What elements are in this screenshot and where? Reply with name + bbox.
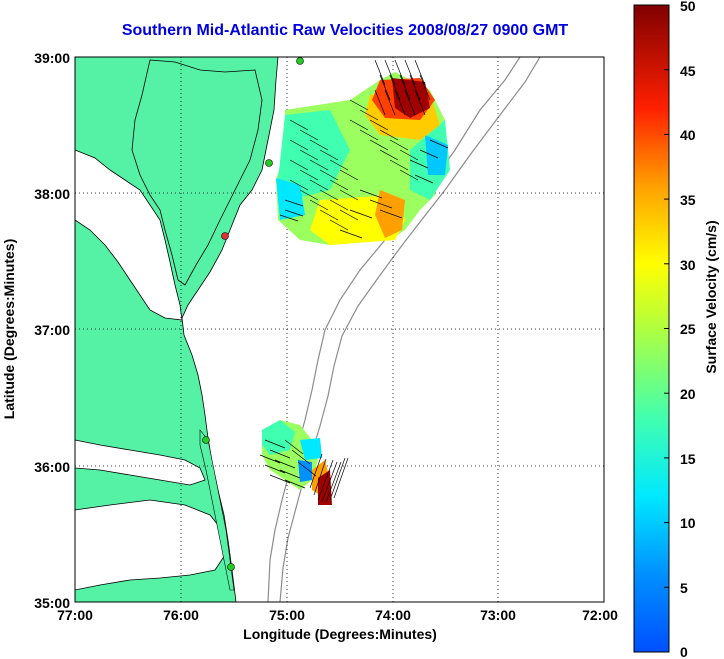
colorbar-tick-label: 5 [680, 580, 688, 596]
x-tick-label: 77:00 [57, 607, 93, 623]
albemarle-sound [75, 439, 206, 486]
y-axis-label: Latitude (Degrees:Minutes) [1, 239, 17, 419]
velocity-arrows-south [259, 439, 349, 503]
colorbar-gradient [633, 4, 670, 653]
colorbar-tick-label: 50 [680, 0, 696, 14]
x-axis-label: Longitude (Degrees:Minutes) [243, 626, 437, 642]
colorbar-tick-label: 0 [680, 644, 688, 659]
x-tick-label: 76:00 [163, 607, 199, 623]
colorbar-tick-label: 20 [680, 386, 696, 402]
y-tick-label: 35:00 [34, 595, 70, 611]
plot-frame [74, 56, 605, 603]
delmarva-peninsula [131, 59, 263, 286]
x-tick-label: 73:00 [480, 607, 516, 623]
colorbar-tick-label: 30 [680, 257, 696, 273]
colorbar-tick-label: 10 [680, 515, 696, 531]
y-tick-label: 36:00 [34, 459, 70, 475]
radar-stations [202, 57, 304, 571]
x-tick-label: 74:00 [375, 607, 411, 623]
colorbar-tick-label: 25 [680, 321, 696, 337]
pamlico-sound [75, 499, 226, 591]
colorbar: 50 45 40 35 30 25 20 15 10 5 0 Surface V… [633, 0, 719, 659]
colorbar-tick-label: 35 [680, 192, 696, 208]
map-title: Southern Mid-Atlantic Raw Velocities 200… [121, 22, 569, 39]
colorbar-tick-label: 40 [680, 127, 696, 143]
y-tick-label: 39:00 [34, 50, 70, 66]
colorbar-tick-label: 45 [680, 63, 696, 79]
y-axis: 39:00 38:00 37:00 36:00 35:00 Latitude (… [1, 50, 70, 611]
colorbar-tick-label: 15 [680, 451, 696, 467]
velocity-field-north [276, 72, 450, 245]
velocity-arrows-north [279, 59, 449, 239]
x-tick-label: 72:00 [582, 607, 618, 623]
x-axis: 77:00 76:00 75:00 74:00 73:00 72:00 Long… [57, 607, 618, 642]
y-tick-label: 38:00 [34, 186, 70, 202]
y-tick-label: 37:00 [34, 322, 70, 338]
bathymetry-contours [267, 57, 541, 602]
colorbar-label: Surface Velocity (cm/s) [703, 220, 719, 373]
x-tick-label: 75:00 [269, 607, 305, 623]
chesapeake-bay [75, 149, 183, 321]
outer-banks [199, 429, 235, 591]
